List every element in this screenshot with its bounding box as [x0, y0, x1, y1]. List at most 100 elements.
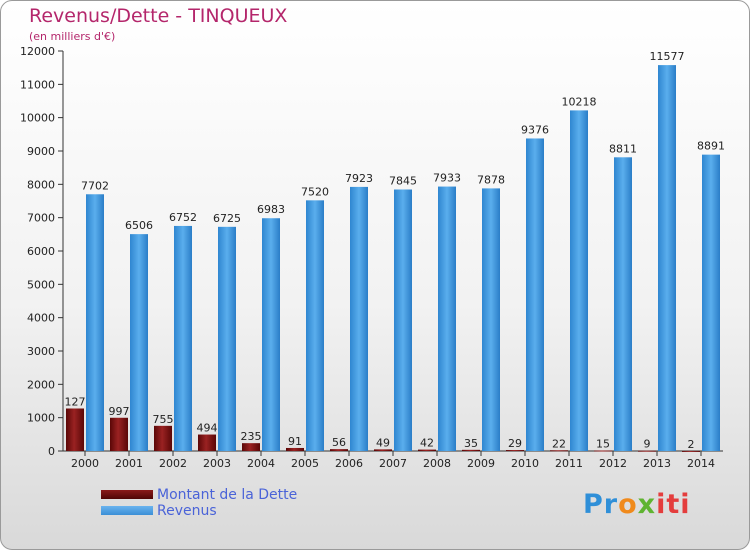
x-tick-label: 2001 [115, 457, 143, 470]
x-tick-label: 2012 [599, 457, 627, 470]
legend-label-revenus: Revenus [157, 503, 217, 519]
data-label-revenus: 7520 [301, 185, 329, 198]
logo-part-3: x [637, 489, 657, 520]
data-label-revenus: 10218 [562, 95, 597, 108]
x-tick-label: 2006 [335, 457, 363, 470]
x-tick-label: 2002 [159, 457, 187, 470]
bar-revenus [438, 186, 456, 452]
bar-revenus [570, 110, 588, 452]
bar-revenus [262, 218, 280, 451]
y-tick-label: 0 [48, 445, 55, 458]
logo-part-2: o [618, 489, 638, 520]
y-tick-label: 9000 [27, 145, 55, 158]
bar-revenus [218, 226, 236, 451]
bar-debt [418, 449, 436, 451]
bar-revenus [614, 157, 632, 452]
chart-subtitle: (en milliers d'€) [29, 30, 116, 43]
data-label-debt: 2 [688, 438, 695, 451]
value-labels: 1277702997650675567524946725235698391752… [65, 50, 726, 451]
logo-part-1: Pr [583, 489, 619, 520]
bar-debt [462, 449, 480, 451]
data-label-debt: 127 [65, 396, 86, 409]
bar-debt [682, 450, 700, 452]
data-label-debt: 42 [420, 437, 434, 450]
bar-revenus [130, 234, 148, 451]
bar-revenus [482, 188, 500, 451]
bar-debt [374, 449, 392, 451]
bar-revenus [394, 189, 412, 451]
bar-debt [242, 443, 260, 451]
data-label-debt: 91 [288, 435, 302, 448]
data-label-revenus: 8811 [609, 142, 637, 155]
data-label-revenus: 7702 [81, 179, 109, 192]
data-label-revenus: 7845 [389, 175, 417, 188]
y-tick-label: 7000 [27, 212, 55, 225]
data-label-debt: 15 [596, 438, 610, 451]
y-tick-label: 6000 [27, 245, 55, 258]
y-tick-label: 4000 [27, 312, 55, 325]
bar-debt [198, 434, 216, 451]
x-tick-label: 2011 [555, 457, 583, 470]
bar-debt [550, 450, 568, 452]
data-label-debt: 9 [644, 438, 651, 451]
data-label-debt: 35 [464, 437, 478, 450]
bar-revenus [350, 186, 368, 451]
data-label-debt: 997 [109, 405, 130, 418]
bar-debt [66, 408, 84, 451]
x-tick-label: 2000 [71, 457, 99, 470]
data-label-revenus: 6983 [257, 203, 285, 216]
data-label-debt: 235 [241, 430, 262, 443]
data-label-debt: 755 [153, 413, 174, 426]
bar-debt [110, 417, 128, 451]
y-tick-label: 11000 [20, 78, 55, 91]
y-tick-label: 5000 [27, 278, 55, 291]
bar-revenus [526, 138, 544, 451]
data-label-revenus: 9376 [521, 123, 549, 136]
bar-debt [638, 450, 656, 452]
data-label-debt: 49 [376, 436, 390, 449]
x-tick-label: 2013 [643, 457, 671, 470]
legend-label-debt: Montant de la Dette [157, 487, 298, 503]
bar-debt [154, 425, 172, 451]
data-label-revenus: 7878 [477, 173, 505, 186]
bar-revenus [174, 225, 192, 451]
axes: 0 1000 2000 3000 4000 5000 6000 7000 8000 9000 100… [20, 45, 723, 470]
bar-debt [506, 450, 524, 452]
x-tick-label: 2014 [687, 457, 715, 470]
x-tick-label: 2004 [247, 457, 275, 470]
data-label-debt: 56 [332, 436, 346, 449]
y-tick-label: 1000 [27, 412, 55, 425]
y-tick-label: 8000 [27, 178, 55, 191]
x-tick-label: 2009 [467, 457, 495, 470]
logo-part-4: iti [656, 489, 691, 520]
legend-swatch-debt [101, 490, 153, 499]
bar-revenus [658, 65, 676, 451]
legend-swatch-revenus [101, 506, 153, 515]
y-tick-label: 10000 [20, 112, 55, 125]
y-tick-label: 2000 [27, 378, 55, 391]
bar-debt [594, 450, 612, 452]
data-label-revenus: 6752 [169, 211, 197, 224]
x-tick-label: 2007 [379, 457, 407, 470]
bar-revenus [702, 154, 720, 451]
data-label-revenus: 6506 [125, 219, 153, 232]
data-label-revenus: 6725 [213, 212, 241, 225]
data-label-revenus: 7923 [345, 172, 373, 185]
bar-revenus [306, 200, 324, 451]
y-tick-label: 3000 [27, 345, 55, 358]
x-tick-label: 2005 [291, 457, 319, 470]
data-label-revenus: 8891 [697, 140, 725, 153]
bar-debt [286, 447, 304, 451]
bar-debt [330, 449, 348, 451]
chart-title: Revenus/Dette - TINQUEUX [29, 5, 288, 27]
x-tick-label: 2003 [203, 457, 231, 470]
data-label-revenus: 11577 [650, 50, 685, 63]
proxiti-logo: Proxiti [583, 489, 691, 520]
x-tick-label: 2008 [423, 457, 451, 470]
data-label-debt: 22 [552, 437, 566, 450]
data-label-debt: 494 [197, 422, 218, 435]
x-tick-label: 2010 [511, 457, 539, 470]
bars [66, 65, 720, 452]
bar-revenus [86, 194, 104, 451]
